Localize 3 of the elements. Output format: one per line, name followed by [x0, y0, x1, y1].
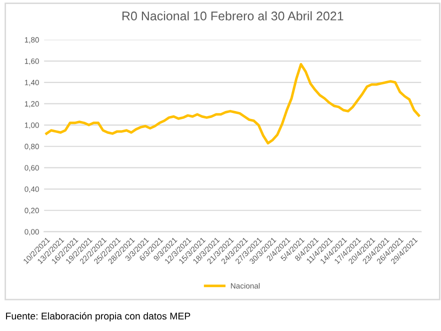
source-note: Fuente: Elaboración propia con datos MEP	[6, 312, 190, 322]
line-series	[45, 63, 420, 144]
chart-title: R0 Nacional 10 Febrero al 30 Abril 2021	[122, 11, 344, 20]
